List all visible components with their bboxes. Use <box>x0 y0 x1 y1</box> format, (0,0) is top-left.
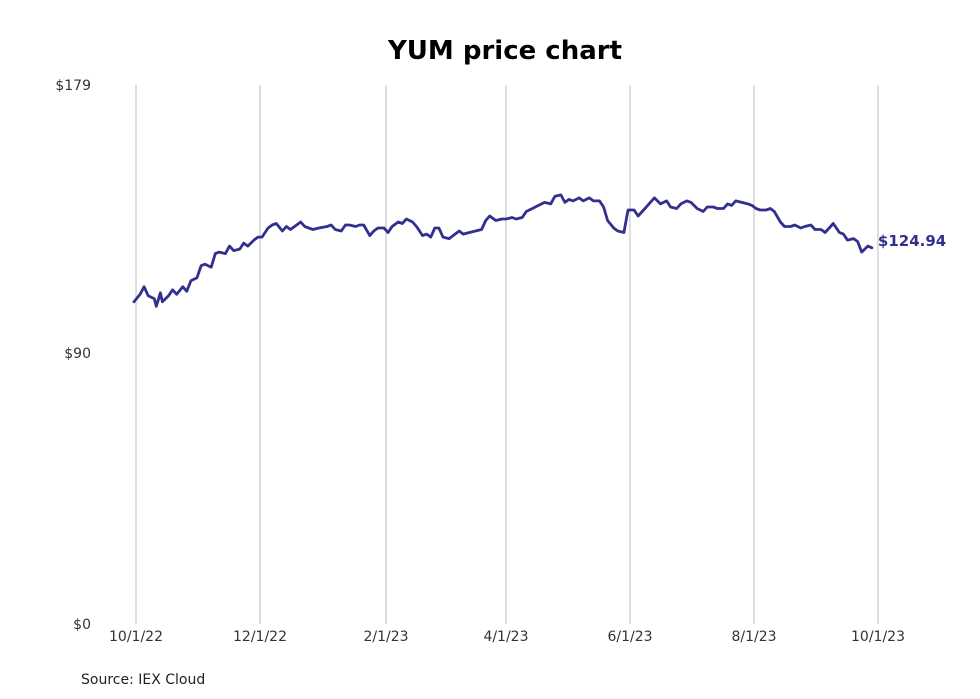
chart-title: YUM price chart <box>387 36 622 66</box>
x-tick-label: 12/1/22 <box>233 629 287 645</box>
y-tick-label: $0 <box>73 617 91 633</box>
price-series-line <box>132 193 874 308</box>
x-tick-label: 2/1/23 <box>364 629 409 645</box>
x-tick-label: 10/1/22 <box>109 629 163 645</box>
y-tick-label: $90 <box>64 346 91 362</box>
x-tick-label: 4/1/23 <box>483 629 528 645</box>
gridlines <box>135 85 879 624</box>
y-axis-ticks: $179 $90 $0 <box>55 78 91 633</box>
x-axis-ticks: 10/1/22 12/1/22 2/1/23 4/1/23 6/1/23 8/1/23 10… <box>109 629 905 645</box>
source-note: Source: IEX Cloud <box>81 672 205 688</box>
x-tick-label: 6/1/23 <box>607 629 652 645</box>
y-tick-label: $179 <box>55 78 91 94</box>
x-tick-label: 10/1/23 <box>851 629 905 645</box>
x-tick-label: 8/1/23 <box>731 629 776 645</box>
last-price-label: $124.94 <box>878 232 946 250</box>
